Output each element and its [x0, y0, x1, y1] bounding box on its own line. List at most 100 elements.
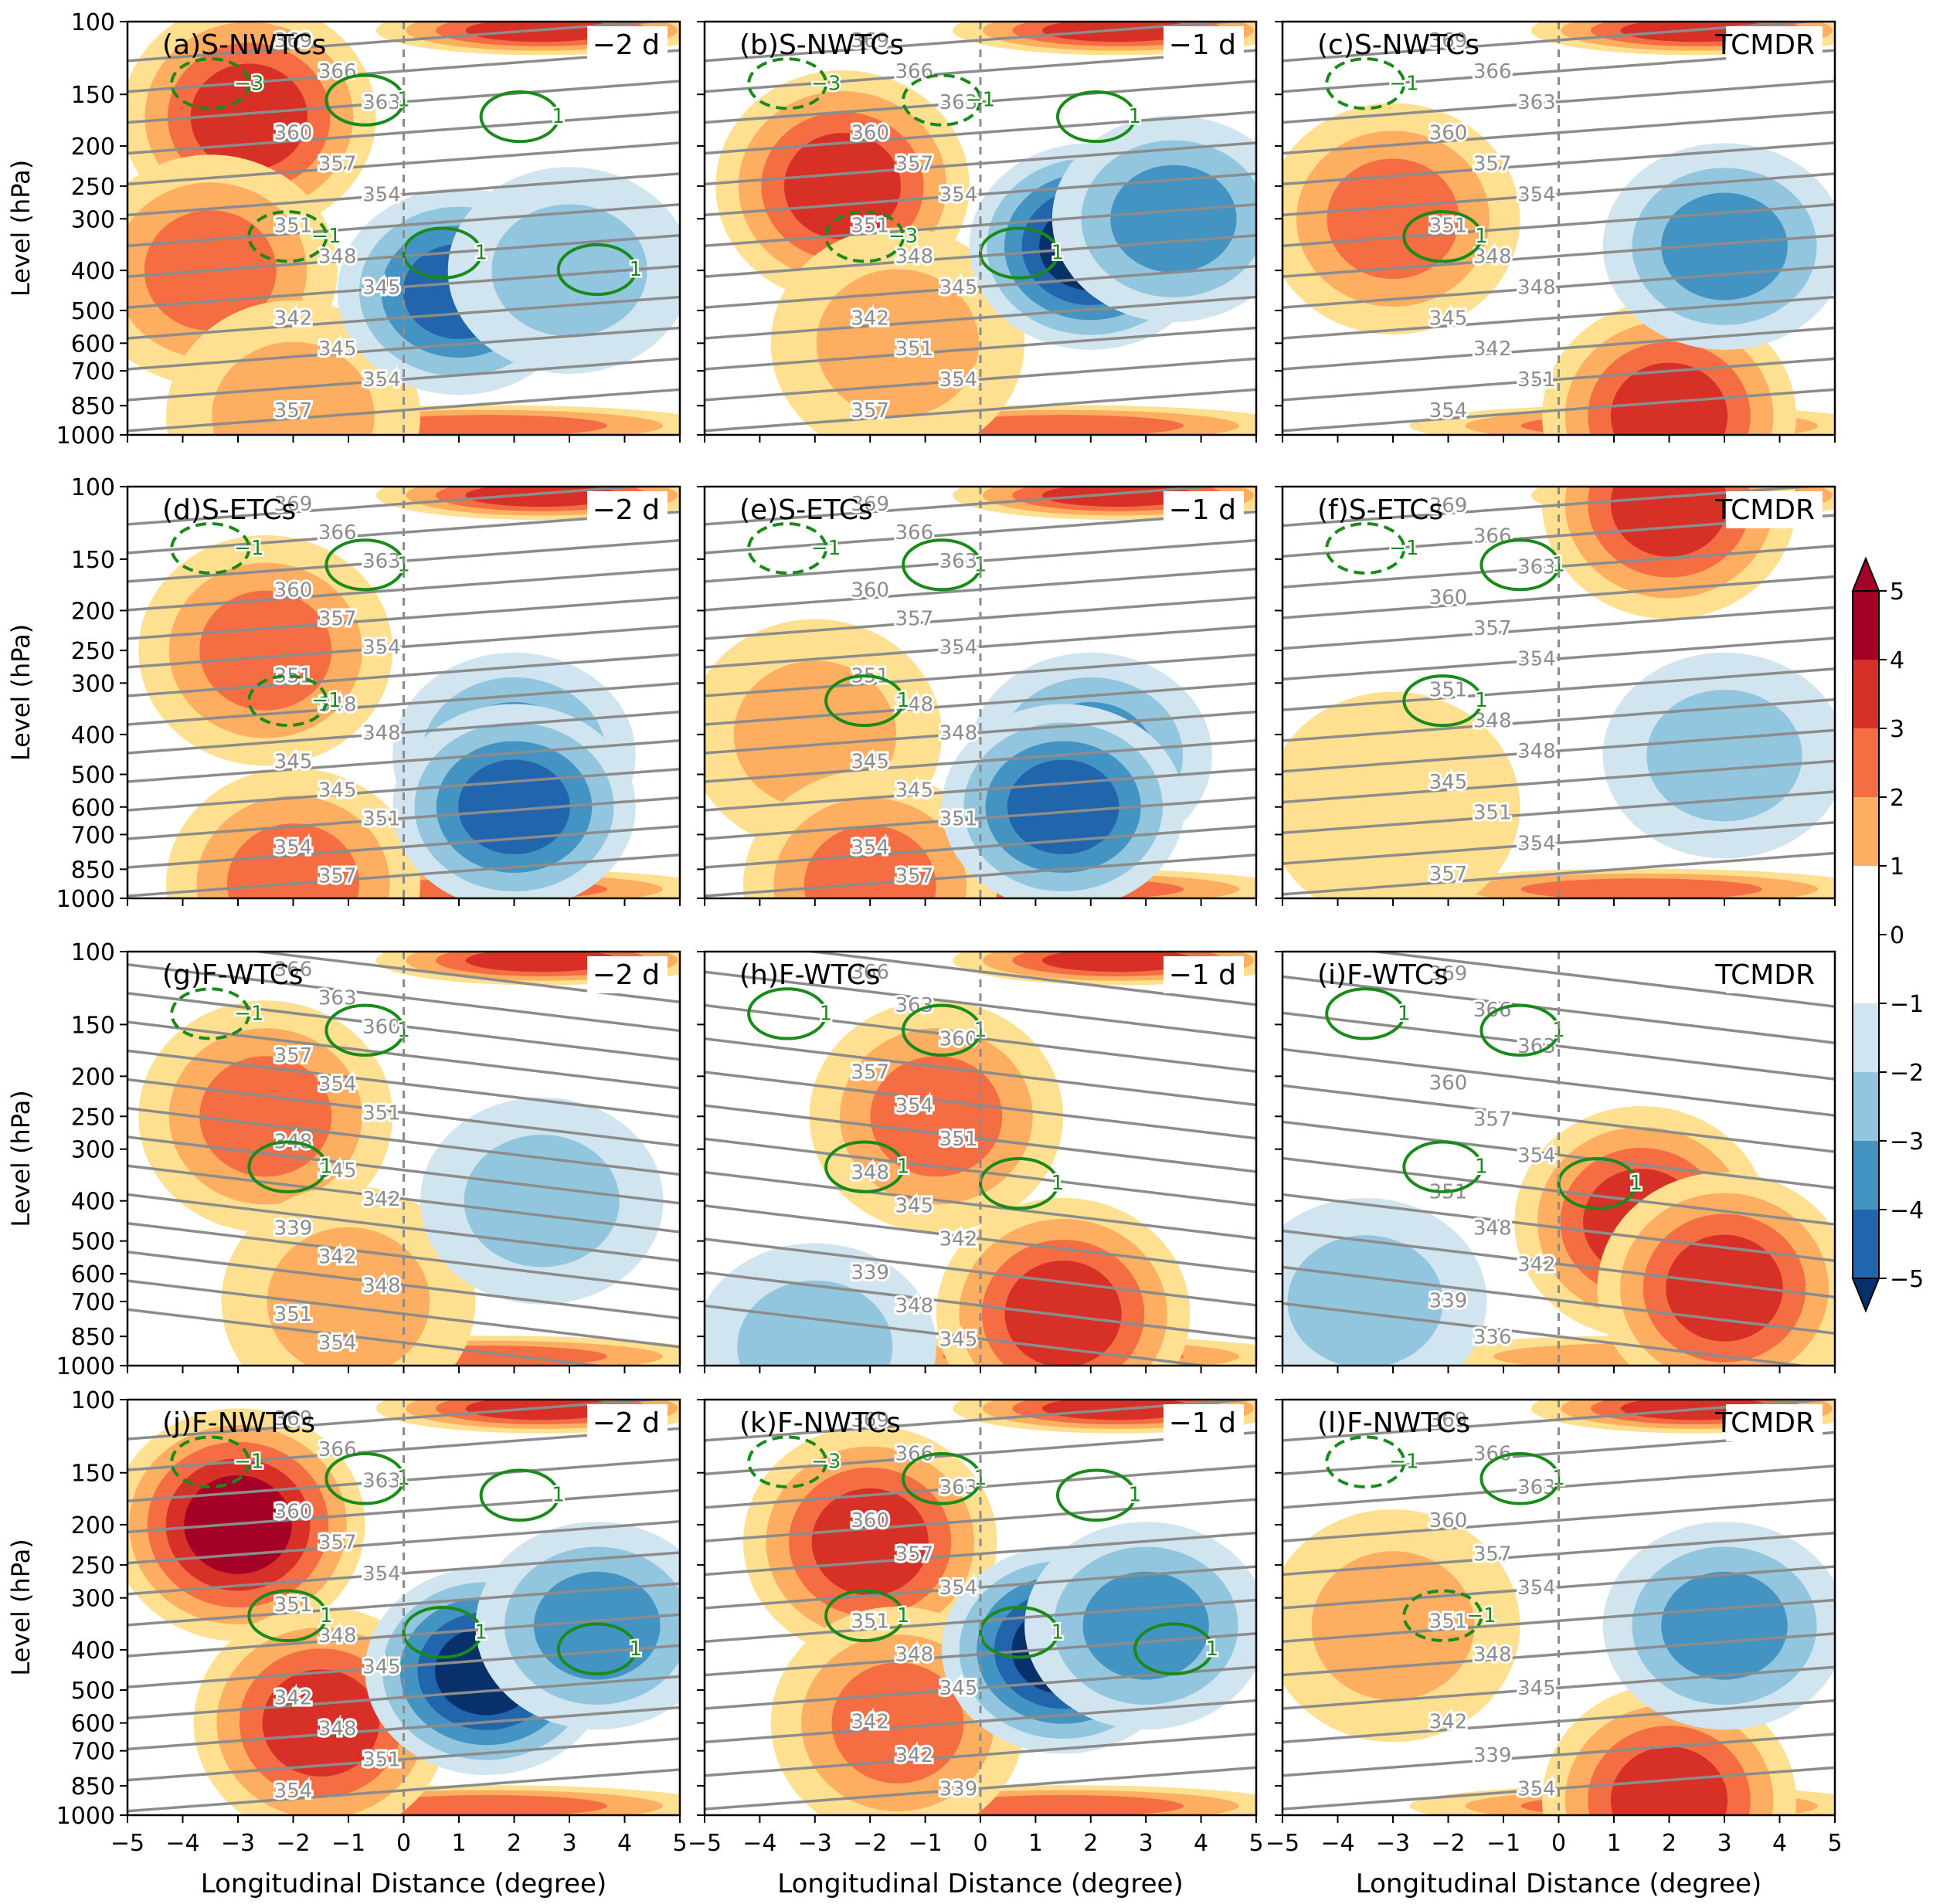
lower-warm-band-level-3: [943, 415, 1184, 435]
green-contour-label: 1: [820, 1002, 833, 1025]
green-contour-label: 1: [1051, 1621, 1065, 1644]
isentrope-label: 360: [851, 1509, 889, 1532]
isentrope-line: [1282, 203, 1835, 248]
warm-anomaly-2-level-4: [1610, 362, 1728, 435]
isentrope-label: 345: [274, 750, 313, 773]
panel-label: (a)S-NWTCs: [162, 29, 326, 61]
isentrope-label: 354: [1517, 1777, 1556, 1800]
y-tick-label: 1000: [56, 1803, 115, 1830]
isentrope-label: 360: [274, 579, 313, 602]
isentrope-line: [705, 853, 1256, 898]
isentrope-label: 348: [895, 1295, 933, 1318]
x-tick-label: −4: [165, 1830, 199, 1857]
isentrope-label: 369: [274, 493, 313, 516]
isentrope-label: 351: [1429, 1610, 1468, 1633]
isentrope-label: 342: [1517, 1253, 1556, 1276]
negative-contour: [1402, 1589, 1483, 1643]
colorbar-tick-label: −2: [1890, 1060, 1924, 1087]
isentrope-label: 357: [274, 399, 313, 423]
isentrope-line: [127, 1135, 680, 1205]
time-label-bg: [1164, 491, 1244, 528]
isentrope-label: 360: [851, 579, 889, 602]
x-tick-label: −3: [221, 1830, 255, 1857]
warm-anomaly-2-level-4: [262, 1669, 379, 1777]
isentrope-line: [705, 1304, 1215, 1366]
isentrope-label: 354: [939, 1576, 978, 1600]
isentrope-line: [705, 738, 1256, 783]
positive-contour: [1055, 90, 1136, 144]
isentrope-label: 348: [1473, 245, 1512, 268]
time-label-bg: [1164, 956, 1244, 993]
isentrope-label: 339: [1429, 1289, 1468, 1312]
y-tick-label: 1000: [56, 886, 115, 913]
shading-field: 369366363360357354351348348345342351354−…: [1282, 22, 1835, 435]
isentrope-line: [127, 653, 680, 697]
y-tick-label: 150: [71, 547, 115, 574]
isentrope-label: 351: [1429, 679, 1468, 702]
y-axis-label: Level (hPa): [6, 624, 36, 761]
isentrope-label: 357: [318, 153, 357, 176]
isentrope-line: [1282, 1665, 1835, 1710]
isentrope-label: 345: [318, 338, 357, 361]
cold-anomaly-2-level-3: [1082, 1571, 1209, 1680]
isentrope-label: 357: [318, 864, 357, 888]
green-contour-label: 1: [630, 258, 643, 281]
isentrope-label: 351: [274, 1593, 313, 1617]
positive-contour: [324, 538, 406, 592]
panel-time-label: −1 d: [1169, 959, 1236, 991]
isentrope-label: 354: [318, 1073, 357, 1096]
y-tick-label: 200: [71, 598, 115, 625]
panel-time-label: −1 d: [1169, 494, 1236, 526]
warm-anomaly-1-level-3: [199, 1056, 332, 1177]
colorbar-tick-label: −4: [1890, 1197, 1924, 1224]
green-contour-label: −1: [234, 537, 263, 560]
isentrope-label: 342: [274, 307, 313, 330]
isentrope-label: 357: [1473, 1108, 1512, 1131]
positive-contour: [479, 90, 560, 144]
panel-time-label: −2 d: [593, 494, 660, 526]
y-tick-label: 700: [71, 1289, 115, 1316]
cold-anomaly-2-level-4: [1007, 759, 1119, 855]
x-tick-label: 4: [617, 1830, 632, 1857]
isentrope-line: [127, 710, 680, 755]
positive-contour: [324, 1003, 406, 1057]
isentrope-line: [1282, 80, 1835, 124]
panel-label: (f)S-ETCs: [1317, 494, 1443, 526]
isentrope-label: 354: [1517, 184, 1556, 207]
positive-contour: [324, 73, 406, 127]
y-tick-label: 200: [71, 1064, 115, 1091]
isentrope-label: 354: [1517, 1144, 1556, 1167]
x-tick-label: −2: [1431, 1830, 1465, 1857]
lower-warm-band-level-3: [1520, 878, 1762, 898]
isentrope-label: 348: [895, 245, 933, 268]
panel-label: (b)S-NWTCs: [739, 29, 904, 61]
isentrope-line: [705, 710, 1256, 755]
isentrope-line: [127, 1582, 680, 1627]
isentrope-label: 348: [851, 1161, 889, 1184]
colorbar-segment: [1853, 591, 1879, 660]
x-tick-label: 3: [1717, 1830, 1731, 1857]
isentrope-label: 354: [851, 836, 889, 859]
shading-field: 3663633603573543513483453423393423483513…: [127, 952, 680, 1366]
x-tick-label: 4: [1194, 1830, 1208, 1857]
cold-anomaly-1-level-2: [737, 1280, 893, 1366]
isentrope-line: [705, 653, 1256, 697]
isentrope-label: 363: [895, 994, 933, 1017]
positive-contour: [979, 1606, 1059, 1659]
positive-contour: [1479, 1451, 1561, 1505]
y-tick-label: 600: [71, 1711, 115, 1738]
y-tick-label: 700: [71, 1739, 115, 1766]
y-tick-label: 850: [71, 1773, 115, 1800]
colorbar-segment: [1853, 1141, 1879, 1210]
isentrope-label: 351: [939, 1128, 978, 1151]
y-tick-label: 850: [71, 1324, 115, 1351]
green-contour-label: 1: [974, 1019, 987, 1042]
green-contour-label: 1: [397, 1467, 410, 1490]
isentrope-label: 351: [362, 1101, 401, 1125]
x-tick-label: 3: [1139, 1830, 1153, 1857]
panel-3: 369366363360357354351348348345342351354−…: [1275, 20, 1836, 443]
y-tick-label: 250: [71, 1104, 115, 1131]
x-tick-label: −1: [908, 1830, 942, 1857]
panel-8: 3663633603573543513483453423393483451111…: [697, 950, 1258, 1373]
x-tick-label: 3: [562, 1830, 576, 1857]
